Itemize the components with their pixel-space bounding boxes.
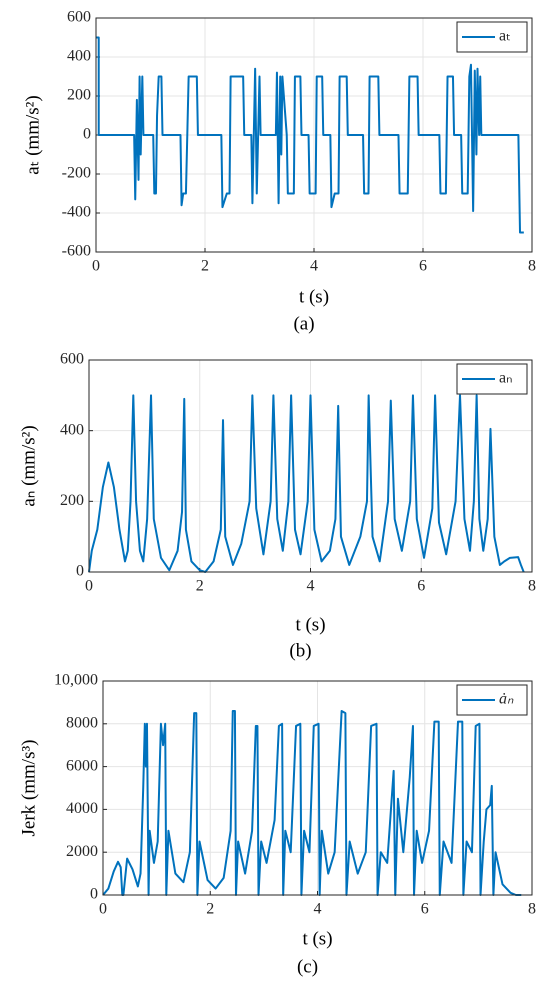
axes-box	[88, 359, 533, 573]
x-tick-label: 2	[206, 901, 214, 918]
x-tick-label: 8	[528, 901, 536, 918]
y-tick-label: 6000	[66, 757, 98, 774]
y-axis-label: aₜ (mm/s²)	[22, 95, 43, 174]
legend-label: ȧₙ	[499, 691, 514, 708]
y-tick-label: 2000	[66, 843, 98, 860]
y-tick-label: 600	[67, 9, 91, 26]
y-axis-label: aₙ (mm/s²)	[18, 425, 39, 506]
y-tick-label: 0	[83, 126, 91, 143]
caption: (a)	[293, 313, 314, 334]
x-tick-label: 8	[528, 578, 536, 595]
x-tick-label: 2	[201, 258, 209, 275]
y-tick-label: -600	[62, 243, 91, 260]
y-tick-label: -400	[62, 204, 91, 221]
x-axis-label: t (s)	[302, 928, 332, 949]
y-tick-label: 400	[60, 421, 84, 438]
x-tick-label: 6	[421, 901, 429, 918]
y-tick-label: 0	[90, 886, 98, 903]
x-tick-label: 0	[92, 258, 100, 275]
x-tick-label: 8	[528, 258, 536, 275]
y-tick-label: 0	[76, 563, 84, 580]
legend-label: aₙ	[499, 370, 512, 387]
y-tick-label: 200	[67, 87, 91, 104]
y-tick-label: 4000	[66, 800, 98, 817]
caption: (b)	[289, 640, 311, 661]
x-tick-label: 6	[417, 578, 425, 595]
x-axis-label: t (s)	[299, 286, 329, 307]
data-line	[96, 36, 524, 234]
y-tick-label: 400	[67, 48, 91, 65]
x-tick-label: 2	[196, 578, 204, 595]
x-tick-label: 6	[419, 258, 427, 275]
y-tick-label: 10,000	[54, 672, 98, 689]
y-tick-label: 600	[60, 351, 84, 368]
legend-label: aₜ	[499, 28, 511, 45]
y-axis-label: Jerk (mm/s³)	[18, 740, 39, 837]
axes-box	[95, 17, 533, 253]
x-tick-label: 0	[99, 901, 107, 918]
x-tick-label: 4	[310, 258, 318, 275]
x-tick-label: 4	[314, 901, 322, 918]
caption: (c)	[297, 956, 318, 977]
y-tick-label: -200	[62, 165, 91, 182]
data-line	[88, 394, 525, 573]
x-tick-label: 4	[307, 578, 315, 595]
axes-box	[102, 680, 533, 896]
x-tick-label: 0	[85, 578, 93, 595]
y-tick-label: 8000	[66, 714, 98, 731]
x-axis-label: t (s)	[295, 614, 325, 635]
data-line	[102, 709, 522, 896]
y-tick-label: 200	[60, 492, 84, 509]
